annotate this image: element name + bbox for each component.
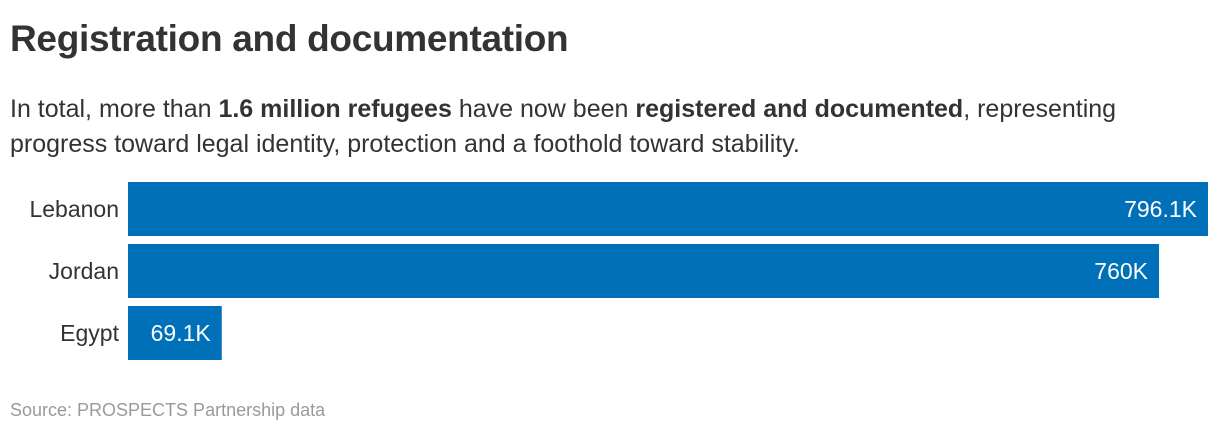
bar-lebanon [128,182,1208,236]
subtitle-text-2: have now been [451,95,636,123]
bar-egypt [128,306,222,360]
subtitle-bold-1: 1.6 million refugees [218,95,452,123]
source-note: Source: PROSPECTS Partnership data [10,400,326,420]
subtitle-text-3: , representing progress toward legal ide… [10,95,1117,158]
bar-chart: Lebanon 796.1K Jordan 760K Egypt 69.1K [29,182,1208,360]
subtitle-bold-2: registered and documented [635,95,964,123]
category-label-lebanon: Lebanon [29,196,119,222]
chart-title: Registration and documentation [10,18,569,59]
value-label-lebanon: 796.1K [1124,196,1198,222]
category-label-jordan: Jordan [49,258,119,284]
value-label-egypt: 69.1K [151,320,212,346]
chart-subtitle: In total, more than 1.6 million refugees… [10,92,1210,162]
category-label-egypt: Egypt [60,320,119,346]
bar-jordan [128,244,1160,298]
value-label-jordan: 760K [1094,258,1148,284]
subtitle-text-1: In total, more than [10,95,219,123]
